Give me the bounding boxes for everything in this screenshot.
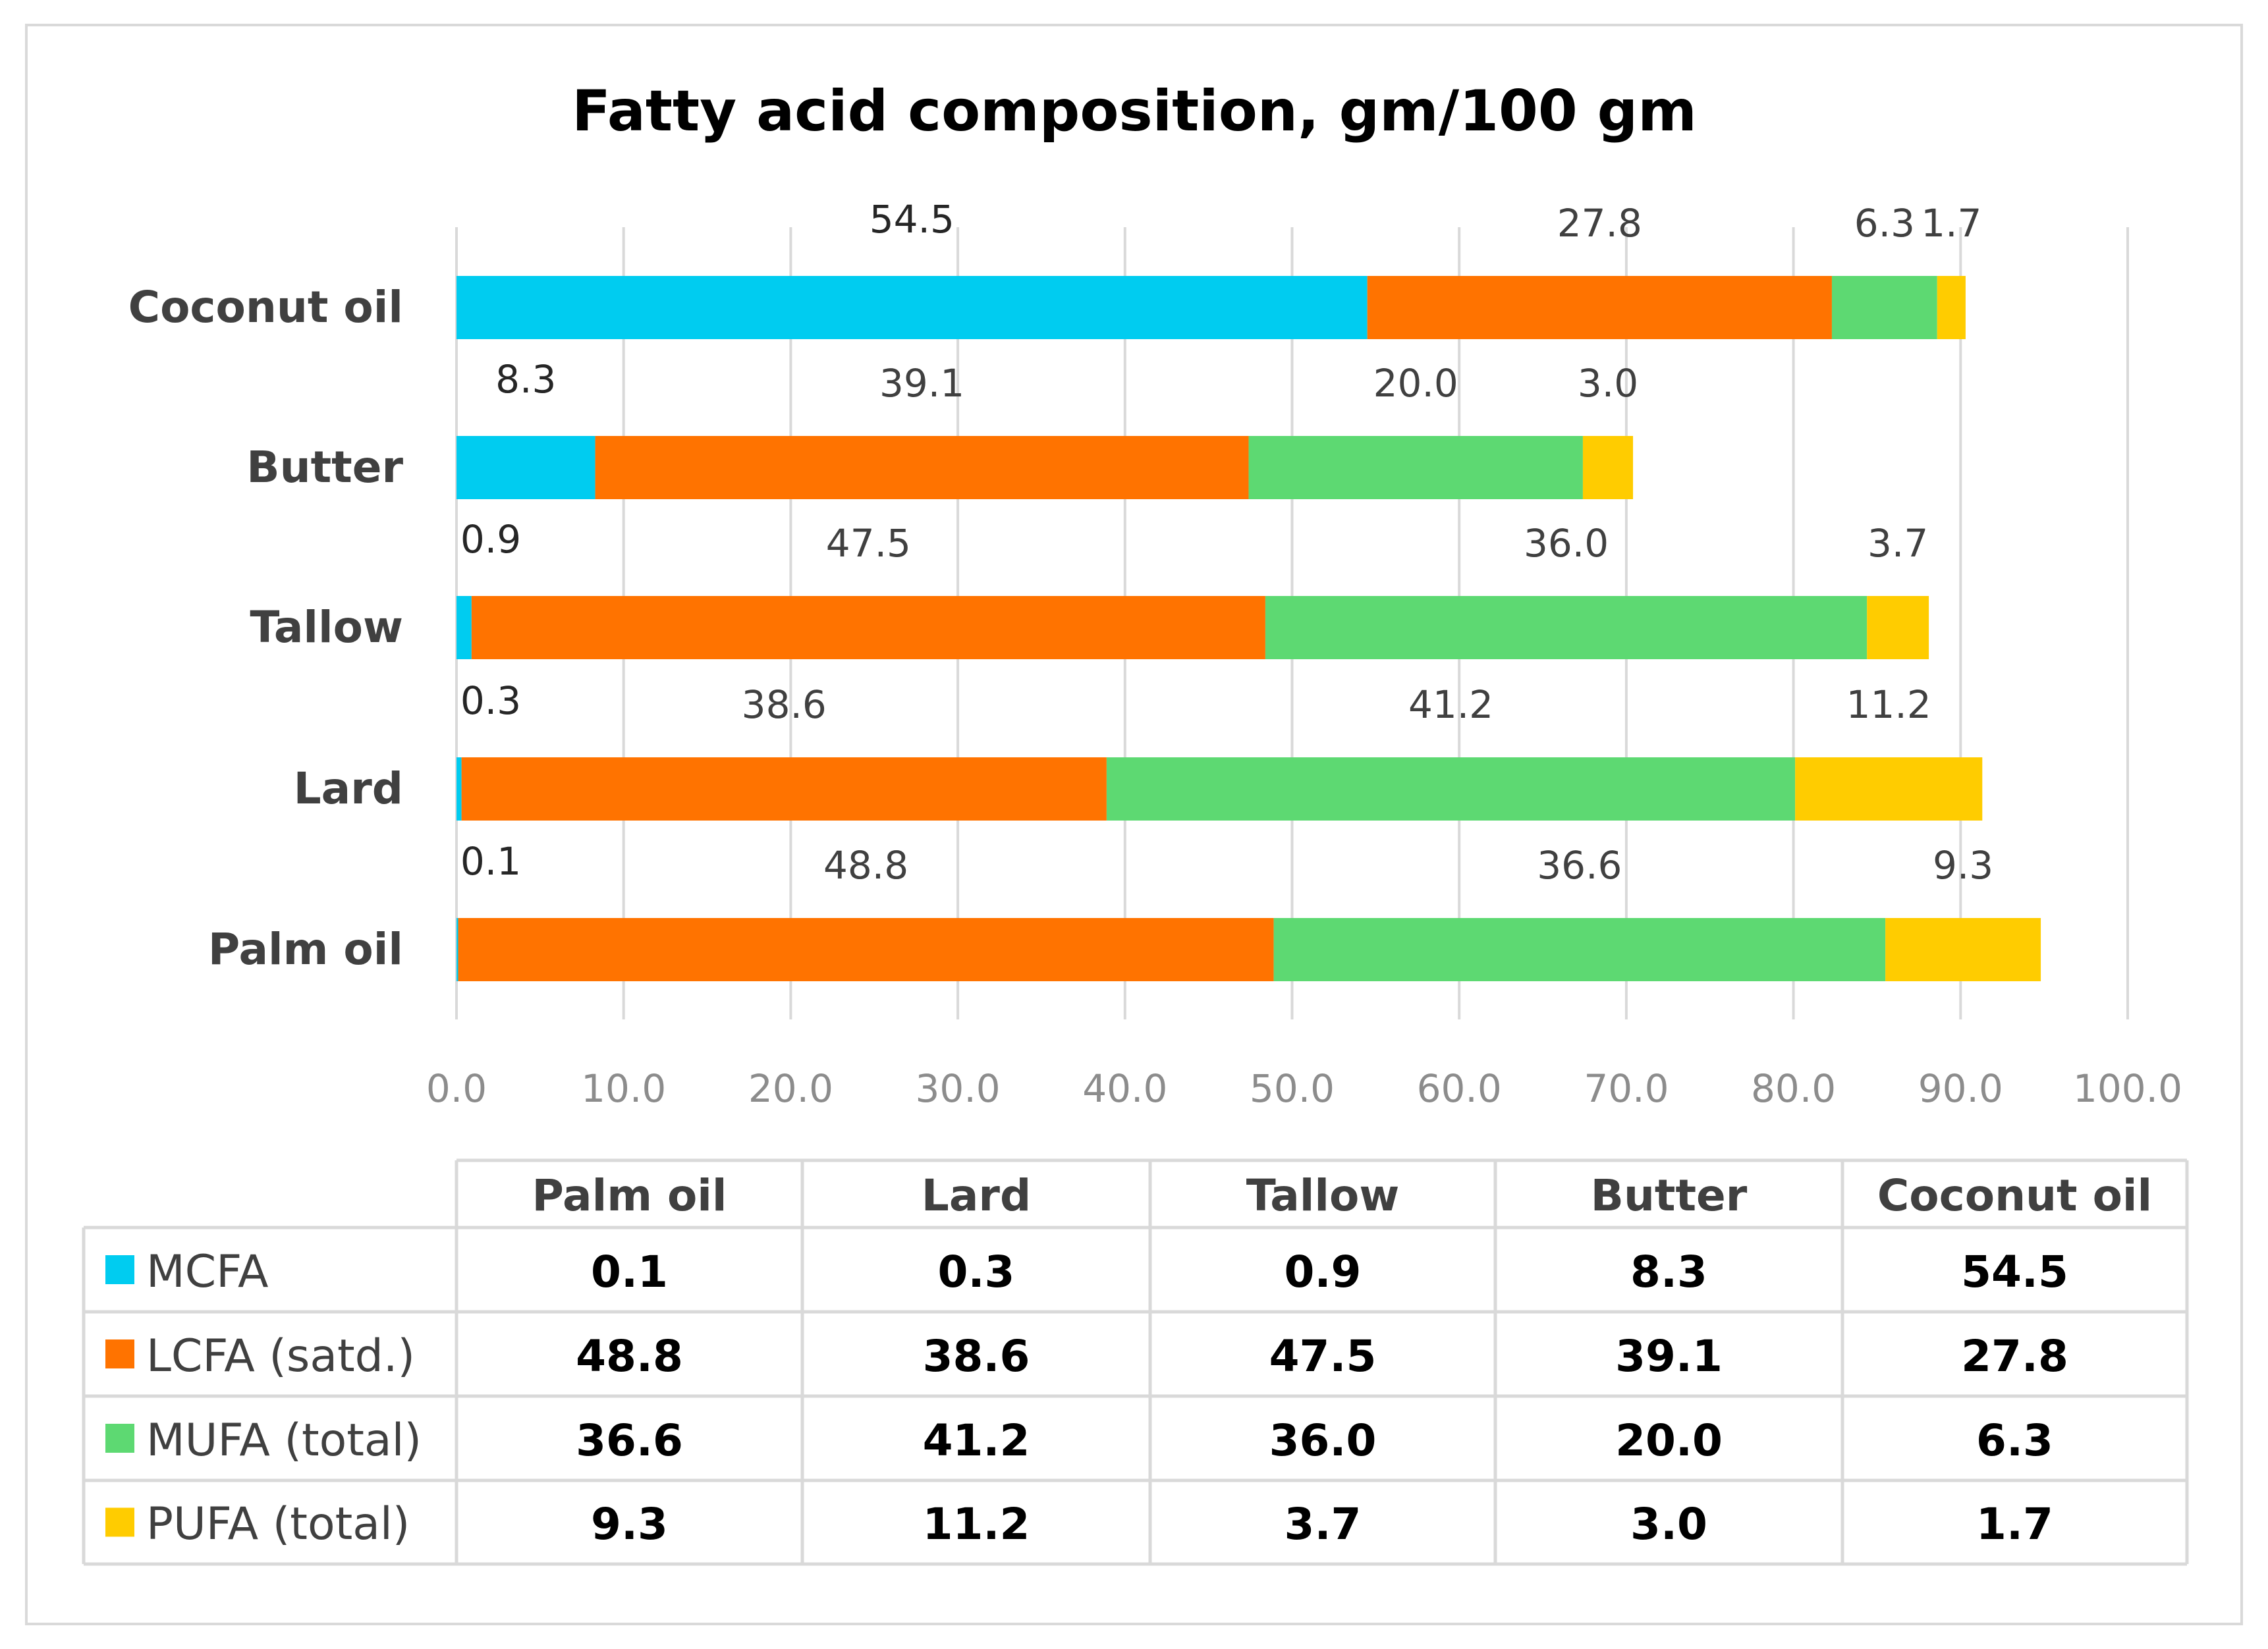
bar-lcfa-palm-oil: [458, 918, 1274, 981]
bars: [456, 276, 2041, 981]
legend-key: [105, 1507, 134, 1537]
x-tick-label: 20.0: [748, 1066, 833, 1111]
bar-mcfa-lard: [456, 757, 462, 821]
data-label: 36.0: [1524, 521, 1609, 566]
x-tick-label: 90.0: [1918, 1066, 2003, 1111]
data-label: 36.6: [1537, 843, 1622, 888]
data-label: 8.3: [495, 357, 556, 402]
category-label: Tallow: [250, 602, 403, 653]
table-value-cell: 38.6: [923, 1331, 1030, 1382]
bar-mcfa-tallow: [456, 596, 472, 659]
data-label: 48.8: [823, 843, 908, 888]
table-header-cell: Coconut oil: [1877, 1170, 2152, 1221]
category-label: Coconut oil: [128, 282, 403, 333]
legend-series-name: MCFA: [146, 1246, 269, 1298]
category-label: Palm oil: [208, 924, 403, 975]
category-label: Lard: [294, 763, 403, 814]
table-value-cell: 9.3: [591, 1499, 668, 1550]
data-label: 3.0: [1578, 361, 1638, 406]
bar-pufa-coconut-oil: [1937, 276, 1966, 339]
bar-mufa-lard: [1106, 757, 1796, 821]
table-value-cell: 1.7: [1976, 1499, 2053, 1550]
table-value-cell: 36.0: [1269, 1415, 1377, 1466]
table-header-cell: Tallow: [1246, 1170, 1400, 1221]
data-label: 0.3: [460, 678, 521, 723]
data-label: 39.1: [879, 361, 964, 406]
data-label: 41.2: [1408, 682, 1493, 727]
legend-series-name: PUFA (total): [146, 1498, 410, 1550]
data-label: 6.3: [1854, 201, 1915, 246]
table-header-cell: Butter: [1591, 1170, 1748, 1221]
table-value-cell: 0.1: [591, 1247, 668, 1297]
x-axis-tick-labels: 0.0 10.0 20.0 30.0 40.0 50.0 60.0 70.0 80.0 90.0 1…: [426, 1066, 2182, 1111]
bar-mufa-palm-oil: [1273, 918, 1886, 981]
legend-key: [105, 1255, 134, 1284]
table-value-cell: 3.7: [1285, 1499, 1362, 1550]
x-tick-label: 30.0: [916, 1066, 1001, 1111]
table-value-cell: 0.3: [938, 1247, 1015, 1297]
legend-series-name: MUFA (total): [146, 1415, 422, 1467]
table-value-cell: 6.3: [1976, 1415, 2053, 1466]
table-value-cell: 11.2: [923, 1499, 1030, 1550]
table-header-cell: Palm oil: [532, 1170, 727, 1221]
data-label: 38.6: [742, 682, 827, 727]
table-value-cell: 3.0: [1630, 1499, 1707, 1550]
bar-pufa-butter: [1582, 436, 1634, 499]
table-value-cell: 0.9: [1285, 1247, 1362, 1297]
data-label: 47.5: [826, 521, 911, 566]
table-header-cell: Lard: [922, 1170, 1031, 1221]
table-value-cell: 54.5: [1961, 1247, 2068, 1297]
bar-mufa-tallow: [1265, 596, 1867, 659]
x-tick-label: 50.0: [1250, 1066, 1335, 1111]
data-label: 3.7: [1867, 521, 1928, 566]
bar-mcfa-coconut-oil: [456, 276, 1368, 339]
data-table: Palm oil Lard Tallow Butter Coconut oil MCFA 0…: [82, 1158, 2189, 1566]
bar-lcfa-tallow: [471, 596, 1265, 659]
data-labels: 0.1 48.8 36.6 9.3 0.3 38.6 41.2 11.2 0.9 47.5 36.0…: [460, 197, 1993, 888]
bar-pufa-palm-oil: [1885, 918, 2041, 981]
table-value-cell: 36.6: [576, 1415, 683, 1466]
chart-title: Fatty acid composition, gm/100 gm: [572, 78, 1697, 144]
data-label: 54.5: [870, 197, 954, 242]
legend-key: [105, 1339, 134, 1368]
x-tick-label: 100.0: [2073, 1066, 2182, 1111]
x-tick-label: 0.0: [426, 1066, 487, 1111]
legend-series-name: LCFA (satd.): [146, 1330, 415, 1382]
bar-lcfa-coconut-oil: [1367, 276, 1832, 339]
x-tick-label: 40.0: [1082, 1066, 1167, 1111]
bar-lcfa-lard: [461, 757, 1107, 821]
data-label: 20.0: [1373, 361, 1458, 406]
table-value-cell: 48.8: [576, 1331, 683, 1382]
bar-mcfa-butter: [456, 436, 595, 499]
legend-key: [105, 1424, 134, 1453]
category-labels: Palm oil Lard Tallow Butter Coconut oil: [128, 282, 404, 975]
data-label: 11.2: [1846, 682, 1931, 727]
table-value-cell: 39.1: [1615, 1331, 1723, 1382]
data-label: 0.1: [460, 839, 521, 884]
bar-mufa-coconut-oil: [1831, 276, 1937, 339]
category-label: Butter: [246, 442, 403, 493]
table-value-cell: 27.8: [1961, 1331, 2068, 1382]
data-label: 9.3: [1933, 843, 1993, 888]
table-value-cell: 8.3: [1630, 1247, 1707, 1297]
table-value-cell: 47.5: [1269, 1331, 1377, 1382]
data-label: 0.9: [460, 517, 521, 562]
data-label: 1.7: [1921, 201, 1981, 246]
x-tick-label: 10.0: [581, 1066, 666, 1111]
data-label: 27.8: [1557, 201, 1642, 246]
x-tick-label: 60.0: [1417, 1066, 1502, 1111]
bar-pufa-lard: [1795, 757, 1983, 821]
table-value-cell: 20.0: [1615, 1415, 1723, 1466]
bar-pufa-tallow: [1867, 596, 1929, 659]
bar-lcfa-butter: [595, 436, 1249, 499]
table-value-cell: 41.2: [923, 1415, 1030, 1466]
bar-mcfa-palm-oil: [456, 918, 458, 981]
x-tick-label: 70.0: [1584, 1066, 1669, 1111]
bar-mufa-butter: [1248, 436, 1583, 499]
x-tick-label: 80.0: [1751, 1066, 1836, 1111]
